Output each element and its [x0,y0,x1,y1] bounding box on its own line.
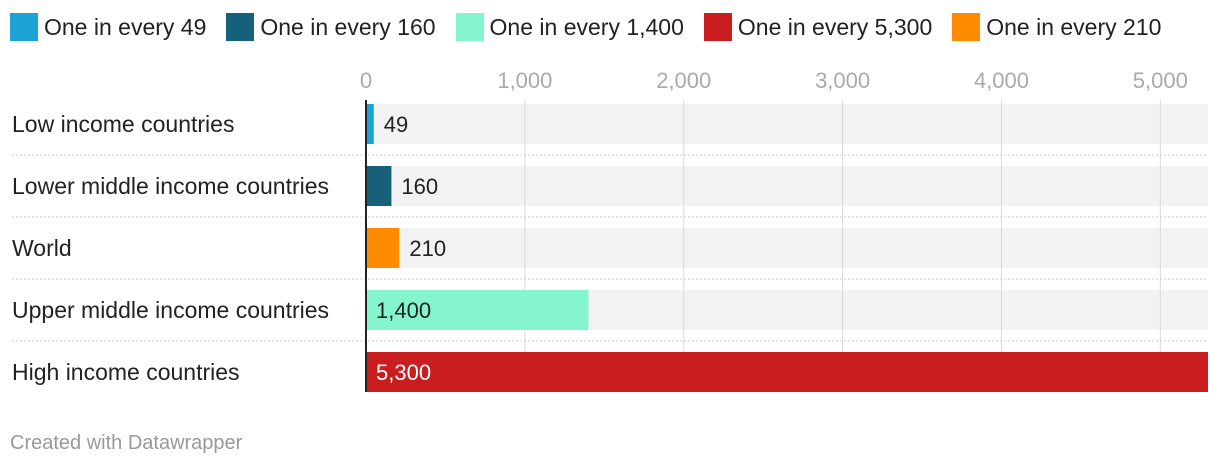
legend: One in every 49 One in every 160 One in ev… [10,12,1181,42]
bar-track [366,228,1208,268]
category-label: Lower middle income countries [12,173,329,199]
legend-swatch [10,13,38,41]
legend-label: One in every 160 [260,13,436,40]
legend-swatch [703,13,732,41]
value-label: 49 [384,112,408,137]
value-label: 1,400 [376,298,431,323]
value-label: 5,300 [376,360,431,385]
legend-item: One in every 5,300 [703,13,933,41]
legend-item: One in every 210 [952,13,1161,41]
bar [366,104,374,144]
legend-swatch [952,13,981,41]
x-tick-label: 5,000 [1133,68,1188,93]
value-label: 160 [401,174,438,199]
category-label: Low income countries [12,111,234,137]
bar [366,166,392,206]
legend-swatch [226,13,255,41]
footer-credit: Created with Datawrapper [10,432,243,454]
x-tick-label: 4,000 [974,68,1029,93]
legend-label: One in every 1,400 [489,13,684,40]
x-tick-label: 0 [360,68,372,93]
bar [366,352,1208,392]
bar-track [366,104,1208,144]
category-label: High income countries [12,359,240,385]
bar-chart: 0 1,000 2,000 3,000 4,000 5,000 Low income cou… [12,68,1208,392]
bar [366,228,400,268]
bar [366,290,589,330]
x-tick-label: 1,000 [497,68,552,93]
x-tick-label: 3,000 [815,68,870,93]
legend-label: One in every 49 [44,13,207,40]
legend-swatch [455,13,484,41]
category-label: World [12,235,72,261]
legend-label: One in every 210 [986,13,1162,40]
legend-item: One in every 49 [10,13,206,41]
legend-item: One in every 160 [226,13,436,41]
value-label: 210 [409,236,446,261]
legend-item: One in every 1,400 [455,13,684,41]
x-tick-label: 2,000 [656,68,711,93]
category-label: Upper middle income countries [12,297,329,323]
legend-label: One in every 5,300 [737,13,933,40]
bar-track [366,166,1208,206]
